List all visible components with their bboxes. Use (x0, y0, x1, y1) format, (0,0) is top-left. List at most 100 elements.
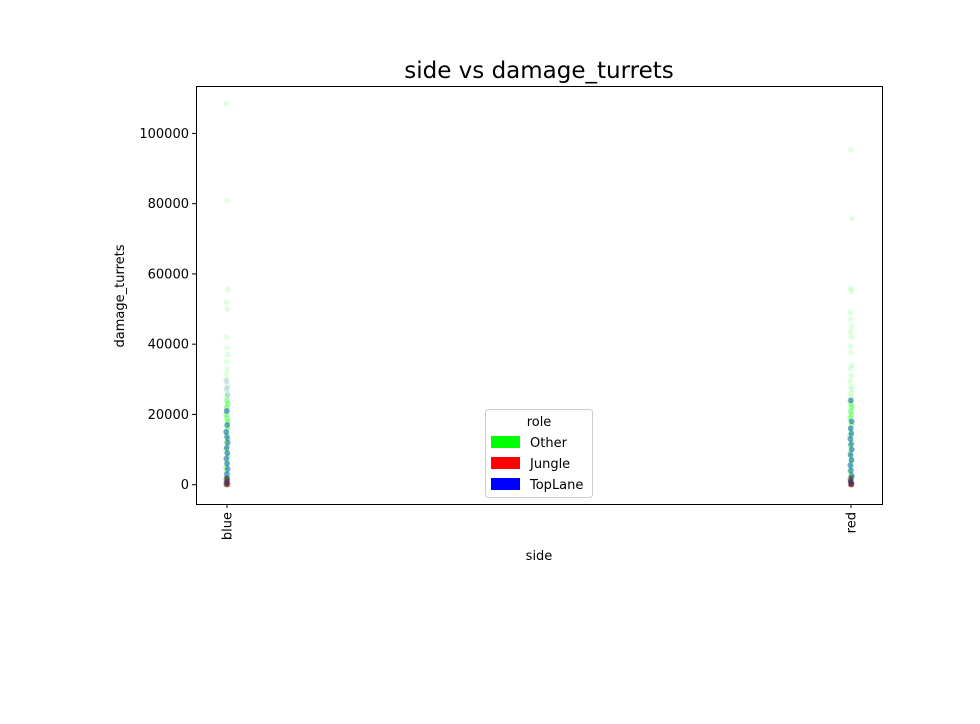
data-point (848, 362, 855, 369)
legend-swatch (491, 478, 520, 490)
data-point (848, 457, 855, 463)
data-point (848, 418, 855, 425)
data-point (223, 429, 230, 435)
data-point (847, 415, 854, 421)
data-point (224, 450, 231, 456)
data-point (848, 464, 855, 470)
data-point (224, 466, 231, 472)
data-point (224, 439, 231, 446)
data-point (224, 425, 231, 432)
data-point (223, 386, 230, 393)
data-point (224, 436, 231, 442)
data-point (223, 444, 230, 451)
data-point (224, 397, 230, 404)
dense-overlap-marks (848, 475, 854, 487)
data-point (223, 422, 230, 428)
legend-item-toplane: TopLane (491, 478, 583, 493)
data-point (848, 453, 854, 460)
data-point (224, 390, 231, 397)
y-axis-label: damage_turrets (113, 244, 128, 347)
data-point (848, 383, 854, 390)
points-layer (223, 100, 855, 488)
data-point (848, 467, 854, 474)
data-point (847, 390, 854, 397)
data-point (223, 100, 230, 107)
data-point (223, 394, 230, 400)
data-point (224, 467, 230, 474)
data-point (847, 460, 854, 467)
data-point (223, 439, 230, 446)
x-axis-ticks: blue red (221, 504, 860, 540)
data-point (223, 334, 230, 341)
data-point (847, 285, 854, 292)
legend-box (485, 409, 593, 498)
legend-item-jungle: Jungle (491, 457, 570, 472)
data-point (847, 408, 854, 414)
series-toplane (223, 378, 855, 487)
data-point (847, 343, 854, 349)
data-point (848, 446, 855, 453)
data-point (224, 365, 231, 372)
data-point (224, 401, 231, 407)
data-point (847, 450, 854, 456)
data-point (848, 429, 855, 435)
data-point (848, 422, 855, 428)
x-axis-label: side (526, 549, 553, 564)
data-point (847, 451, 854, 458)
data-point (847, 443, 854, 449)
data-point (847, 397, 854, 404)
data-point (224, 450, 230, 456)
data-point (847, 378, 854, 384)
data-point (224, 286, 231, 293)
x-tick-label-blue: blue (221, 512, 236, 540)
data-point (848, 439, 855, 446)
legend: role Other Jungle TopLane (485, 409, 593, 498)
y-tick-label: 100000 (139, 127, 189, 142)
data-point (847, 436, 854, 442)
data-point (848, 441, 854, 448)
data-point (848, 418, 854, 425)
x-tick-label-red: red (845, 512, 860, 533)
data-point (848, 404, 855, 411)
data-point (224, 434, 230, 441)
data-point (224, 385, 230, 391)
y-tick-label: 80000 (148, 197, 189, 212)
data-point (223, 404, 230, 411)
legend-label: Jungle (529, 457, 570, 472)
data-point (223, 457, 230, 463)
data-point (847, 462, 854, 469)
data-point (847, 467, 854, 474)
data-point (224, 392, 231, 398)
data-point (224, 351, 231, 358)
y-tick-label: 60000 (148, 267, 189, 282)
data-point (224, 376, 230, 383)
data-point (848, 334, 855, 341)
data-point (848, 372, 855, 379)
data-point (224, 460, 231, 467)
data-point (223, 455, 230, 462)
data-point (223, 371, 230, 377)
legend-swatch (491, 457, 520, 469)
data-point (848, 146, 854, 153)
data-point (224, 432, 230, 439)
legend-entries: Other Jungle TopLane (491, 436, 583, 493)
data-point (223, 429, 230, 435)
legend-label: TopLane (529, 478, 583, 493)
data-point (224, 415, 230, 421)
data-point (848, 401, 854, 407)
data-point (224, 306, 231, 312)
data-point (224, 422, 231, 428)
data-point (223, 408, 230, 414)
data-point (224, 453, 231, 460)
data-point (223, 464, 230, 470)
data-point (847, 365, 854, 372)
y-axis-ticks: 0 20000 40000 60000 80000 100000 (139, 127, 196, 493)
data-point (223, 446, 230, 453)
data-point (224, 381, 231, 388)
data-point (848, 457, 855, 463)
data-point (847, 329, 854, 335)
data-point (848, 323, 855, 330)
legend-swatch (491, 436, 520, 448)
